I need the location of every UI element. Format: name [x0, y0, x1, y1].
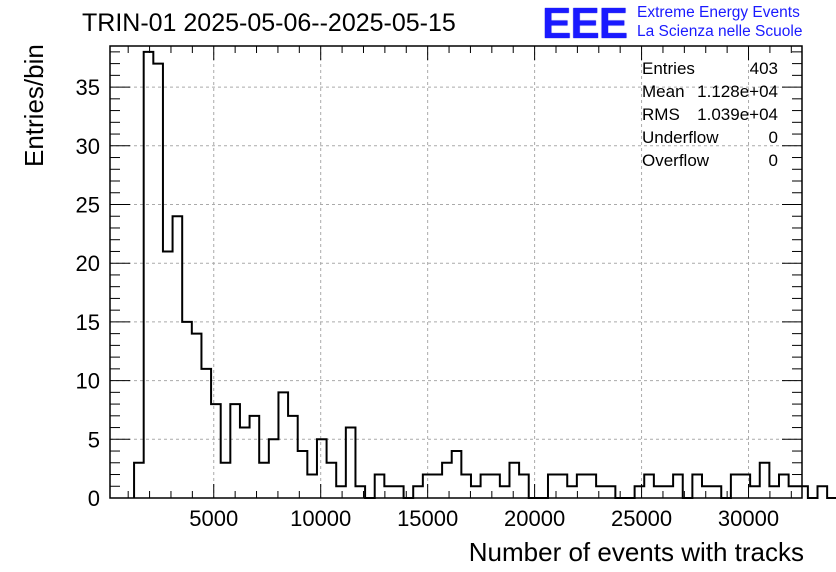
logo-line-2: La Scienza nelle Scuole: [637, 23, 803, 40]
stat-key: RMS: [642, 105, 680, 124]
y-tick-label: 30: [76, 134, 100, 159]
stat-key: Underflow: [642, 128, 719, 147]
y-tick-label: 10: [76, 369, 100, 394]
stat-row-rms: RMS 1.039e+04: [642, 104, 778, 126]
stat-value: 0: [768, 128, 778, 147]
tick-labels: 5000 10000 15000 20000 25000 30000 0 5 10 15 20 25 3…: [76, 75, 780, 531]
stat-row-mean: Mean 1.128e+04: [642, 81, 778, 103]
x-axis-label: Number of events with tracks: [468, 537, 804, 567]
x-tick-label: 20000: [504, 506, 565, 531]
stat-row-overflow: Overflow 0: [642, 150, 778, 172]
stat-key: Entries: [642, 59, 695, 78]
y-axis-label: Entries/bin: [19, 44, 49, 167]
y-tick-label: 15: [76, 310, 100, 335]
y-tick-label: 0: [88, 486, 100, 511]
x-tick-label: 5000: [189, 506, 238, 531]
x-tick-label: 15000: [397, 506, 458, 531]
stat-row-entries: Entries 403: [642, 58, 778, 80]
stat-value: 403: [749, 59, 778, 78]
stat-value: 1.039e+04: [697, 105, 778, 124]
histogram-series: [133, 50, 836, 499]
stat-value: 1.128e+04: [697, 82, 778, 101]
y-tick-label: 20: [76, 251, 100, 276]
grid-lines: [110, 46, 802, 498]
y-tick-label: 5: [88, 427, 100, 452]
y-tick-label: 35: [76, 75, 100, 100]
logo-line-1: Extreme Energy Events: [637, 4, 800, 21]
stat-value: 0: [768, 151, 778, 170]
axis-ticks: [110, 46, 802, 499]
eee-logo: EEE: [542, 0, 628, 48]
y-tick-label: 25: [76, 192, 100, 217]
x-tick-label: 25000: [611, 506, 672, 531]
eee-logo-text: Extreme Energy Events La Scienza nelle S…: [637, 3, 802, 41]
x-tick-label: 30000: [718, 506, 779, 531]
chart-title: TRIN-01 2025-05-06--2025-05-15: [82, 9, 456, 37]
plot-frame: [109, 45, 803, 499]
stat-key: Mean: [642, 82, 685, 101]
x-tick-label: 10000: [290, 506, 351, 531]
stat-key: Overflow: [642, 151, 710, 170]
stat-row-underflow: Underflow 0: [642, 127, 778, 149]
